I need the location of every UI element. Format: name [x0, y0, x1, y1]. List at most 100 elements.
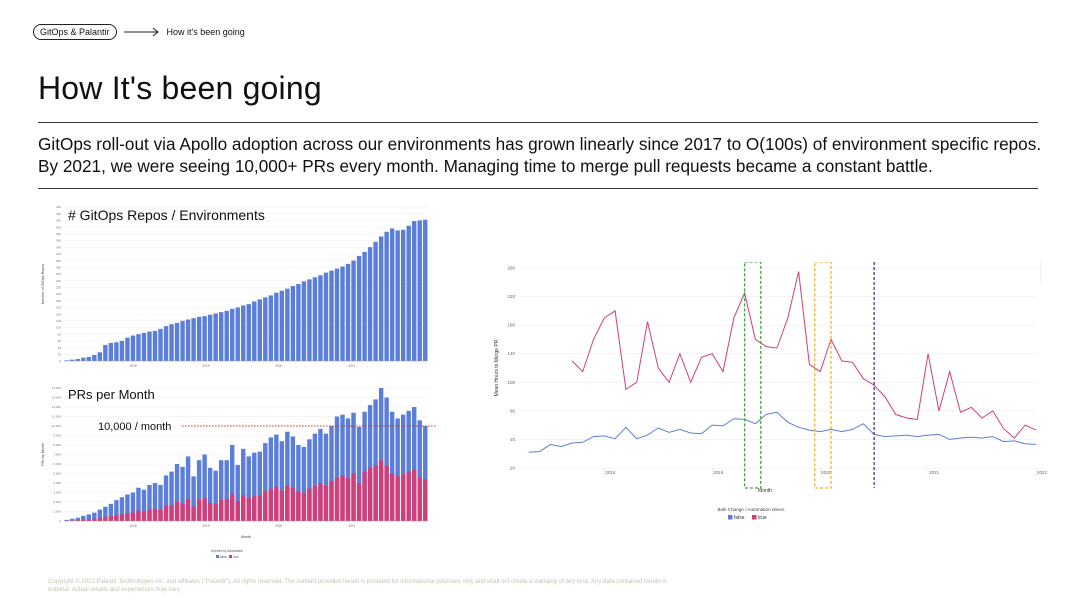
bar-repos	[64, 360, 69, 361]
y-tick-label: 380	[56, 232, 61, 236]
y-tick-label: 400	[56, 225, 61, 229]
reference-annotation: 10,000 / month	[98, 421, 171, 433]
bar-repos	[417, 220, 422, 361]
bar-repos	[389, 228, 395, 361]
bar-prs-false	[114, 500, 119, 521]
legend-swatch-false	[728, 515, 733, 520]
bar-prs-true	[417, 477, 422, 521]
bar-prs-false	[285, 431, 290, 521]
bar-prs-false	[389, 411, 395, 521]
x-tick-label: 2019	[713, 470, 724, 475]
bar-repos	[312, 277, 318, 361]
y-tick-label: 2,000	[53, 500, 61, 504]
series-line-true	[571, 271, 1037, 439]
x-tick-label: 2018	[130, 364, 137, 368]
legend-swatch-false	[216, 555, 219, 558]
bar-repos	[406, 225, 411, 361]
bar-prs-true	[257, 495, 262, 521]
y-tick-label: 340	[56, 245, 61, 249]
bar-prs-false	[81, 515, 86, 521]
bar-prs-false	[340, 414, 345, 521]
bar-repos	[329, 270, 334, 361]
bar-repos	[125, 337, 130, 361]
bar-prs-false	[97, 509, 103, 521]
bar-prs-false	[384, 397, 389, 521]
bar-prs-true	[296, 491, 301, 521]
y-tick-label: 420	[56, 219, 61, 223]
x-tick-label: 2019	[202, 524, 209, 528]
y-tick-label: 20	[510, 437, 516, 442]
bar-repos	[307, 279, 312, 361]
y-tick-label: 140	[507, 351, 515, 356]
bar-repos	[185, 319, 191, 361]
bar-prs-false	[75, 517, 80, 521]
chart-title: PRs per Month	[68, 387, 155, 402]
highlight-box-yellow	[814, 262, 832, 489]
bar-prs-false	[423, 426, 428, 521]
bar-prs-false	[345, 418, 351, 521]
bar-repos	[147, 331, 152, 361]
bar-prs-true	[318, 483, 323, 521]
bar-prs-false	[378, 388, 384, 521]
bar-prs-false	[246, 456, 251, 521]
bar-prs-false	[119, 497, 125, 521]
bar-prs-true	[373, 465, 378, 521]
y-axis-label: Mean Hours to Merge PR	[494, 339, 500, 396]
series-line-false	[528, 411, 1037, 453]
y-tick-label: 5,000	[53, 472, 61, 476]
bar-prs-true	[103, 517, 108, 521]
bar-prs-true	[114, 514, 119, 521]
bar-prs-false	[213, 470, 218, 521]
bar-prs-false	[241, 448, 246, 521]
bar-prs-true	[246, 498, 251, 521]
x-tick-label: 2022	[1037, 470, 1048, 475]
y-tick-label: 20	[58, 353, 62, 357]
bar-prs-true	[141, 511, 147, 521]
bar-prs-false	[329, 426, 334, 521]
bar-prs-true	[384, 465, 389, 521]
bar-repos	[207, 314, 213, 361]
legend-swatch-true	[752, 515, 757, 520]
highlight-box-green	[743, 262, 762, 489]
y-tick-label: 60	[510, 408, 516, 413]
y-tick-label: 6,000	[53, 462, 61, 466]
bar-prs-true	[191, 506, 196, 521]
y-tick-label: 8,000	[53, 443, 61, 447]
bar-repos	[257, 299, 262, 361]
bar-repos	[400, 229, 406, 361]
bar-prs-true	[340, 475, 345, 521]
y-tick-label: 280	[56, 265, 61, 269]
bar-prs-false	[174, 464, 180, 521]
bar-prs-true	[130, 512, 136, 521]
section-pill[interactable]: GitOps & Palantir	[33, 24, 117, 40]
bar-prs-true	[395, 476, 400, 521]
bar-prs-false	[257, 451, 262, 521]
bar-prs-true	[279, 490, 285, 521]
bar-repos	[202, 316, 207, 361]
bar-repos	[169, 324, 174, 361]
bar-prs-true	[345, 478, 351, 521]
bar-prs-true	[86, 519, 92, 521]
bar-prs-false	[268, 437, 274, 521]
bar-repos	[384, 231, 389, 361]
bar-repos	[334, 268, 340, 361]
bar-repos	[252, 301, 257, 361]
bar-prs-true	[136, 510, 141, 521]
x-tick-label: 2019	[202, 364, 209, 368]
y-tick-label: 300	[56, 259, 61, 263]
bar-repos	[75, 358, 80, 361]
bar-prs-false	[207, 467, 213, 521]
bar-repos	[230, 308, 235, 361]
bar-prs-true	[252, 496, 257, 521]
x-tick-label: 2020	[275, 364, 282, 368]
legend-label-false: false	[220, 555, 227, 559]
bar-repos	[356, 255, 362, 361]
bar-prs-false	[180, 466, 185, 521]
bar-prs-false	[147, 484, 152, 521]
x-axis-label: Month	[758, 488, 772, 494]
bar-prs-false	[367, 405, 373, 521]
y-tick-label: 14,000	[52, 386, 62, 390]
bar-repos	[323, 272, 329, 361]
divider-top	[38, 122, 1038, 123]
bar-repos	[362, 251, 367, 361]
